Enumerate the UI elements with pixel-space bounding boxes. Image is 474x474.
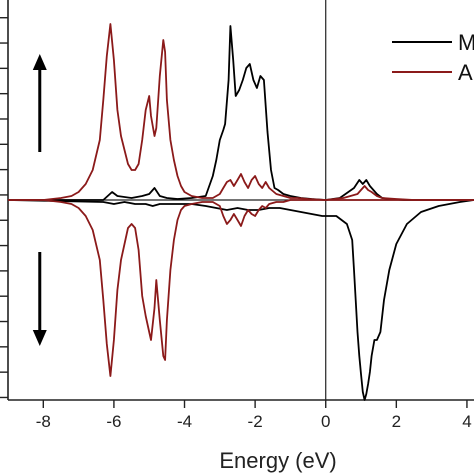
x-tick-label: 2 — [392, 412, 401, 431]
x-tick-label: -8 — [36, 412, 51, 431]
arrow-up-icon — [32, 54, 47, 70]
y-axis-ticks — [0, 17, 8, 399]
x-tick-label: -2 — [248, 412, 263, 431]
x-axis-ticks: -8 -6 -4 -2 0 2 4 — [36, 400, 472, 431]
x-tick-label: -4 — [177, 412, 192, 431]
x-tick-label: -6 — [106, 412, 121, 431]
series-layer — [7, 23, 474, 401]
legend: MA — [392, 30, 474, 85]
series-m-spin-up — [8, 25, 474, 201]
series-m-spin-down — [7, 199, 474, 401]
legend-label-m: M — [458, 30, 474, 55]
x-tick-label: 0 — [321, 412, 330, 431]
legend-label-a: A — [458, 60, 473, 85]
spin-arrows — [32, 54, 47, 346]
arrow-down-icon — [32, 330, 47, 346]
x-axis-title: Energy (eV) — [219, 448, 336, 473]
series-a-spin-down — [8, 199, 474, 377]
series-a-spin-up — [8, 23, 474, 201]
x-tick-label: 4 — [462, 412, 471, 431]
